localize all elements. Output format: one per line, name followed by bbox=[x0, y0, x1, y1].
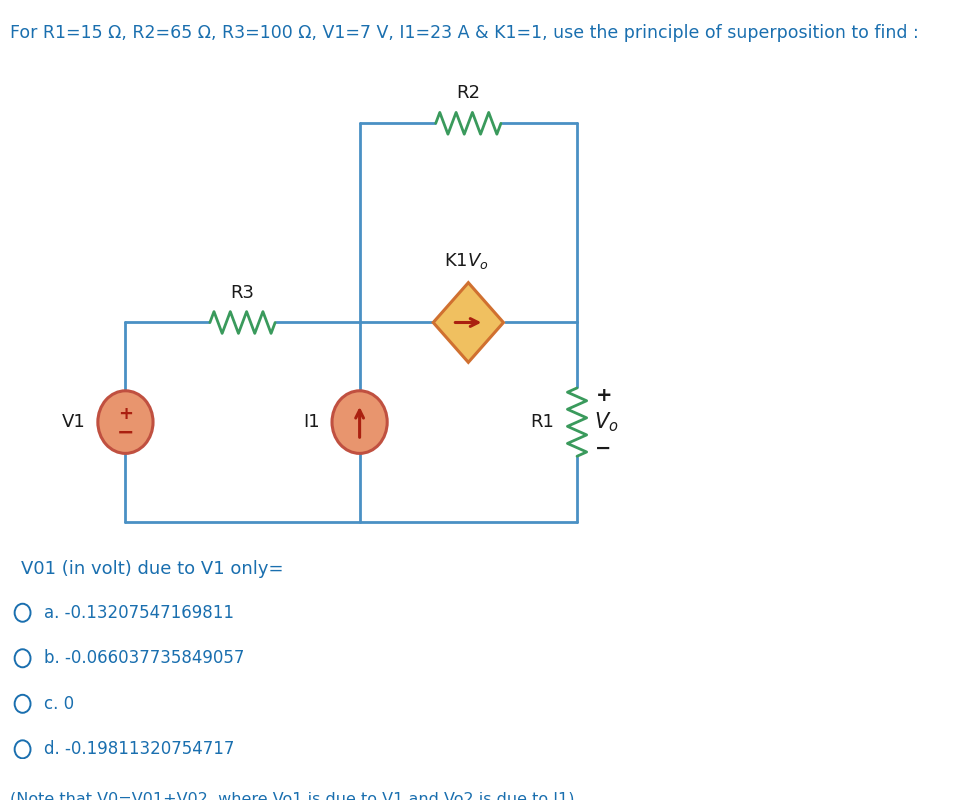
Text: R2: R2 bbox=[456, 85, 480, 102]
Text: K1$V_o$: K1$V_o$ bbox=[444, 251, 488, 271]
Text: a. -0.13207547169811: a. -0.13207547169811 bbox=[44, 604, 234, 622]
Text: −: − bbox=[595, 439, 612, 458]
Text: R3: R3 bbox=[231, 284, 254, 302]
Text: (Note that V0=V01+V02, where Vo1 is due to V1 and Vo2 is due to I1): (Note that V0=V01+V02, where Vo1 is due … bbox=[10, 791, 573, 800]
Text: +: + bbox=[118, 405, 133, 422]
Text: −: − bbox=[116, 422, 134, 442]
Text: d. -0.19811320754717: d. -0.19811320754717 bbox=[44, 740, 234, 758]
Circle shape bbox=[331, 390, 387, 454]
Text: V1: V1 bbox=[62, 413, 85, 431]
Text: R1: R1 bbox=[530, 413, 553, 431]
Text: I1: I1 bbox=[303, 413, 319, 431]
Text: c. 0: c. 0 bbox=[44, 695, 74, 713]
Text: $V_o$: $V_o$ bbox=[593, 410, 617, 434]
Text: b. -0.066037735849057: b. -0.066037735849057 bbox=[44, 650, 244, 667]
Text: V01 (in volt) due to V1 only=: V01 (in volt) due to V1 only= bbox=[21, 560, 283, 578]
Text: For R1=15 Ω, R2=65 Ω, R3=100 Ω, V1=7 V, I1=23 A & K1=1, use the principle of sup: For R1=15 Ω, R2=65 Ω, R3=100 Ω, V1=7 V, … bbox=[10, 24, 917, 42]
Polygon shape bbox=[433, 282, 503, 362]
Circle shape bbox=[98, 390, 152, 454]
Text: +: + bbox=[595, 386, 612, 405]
